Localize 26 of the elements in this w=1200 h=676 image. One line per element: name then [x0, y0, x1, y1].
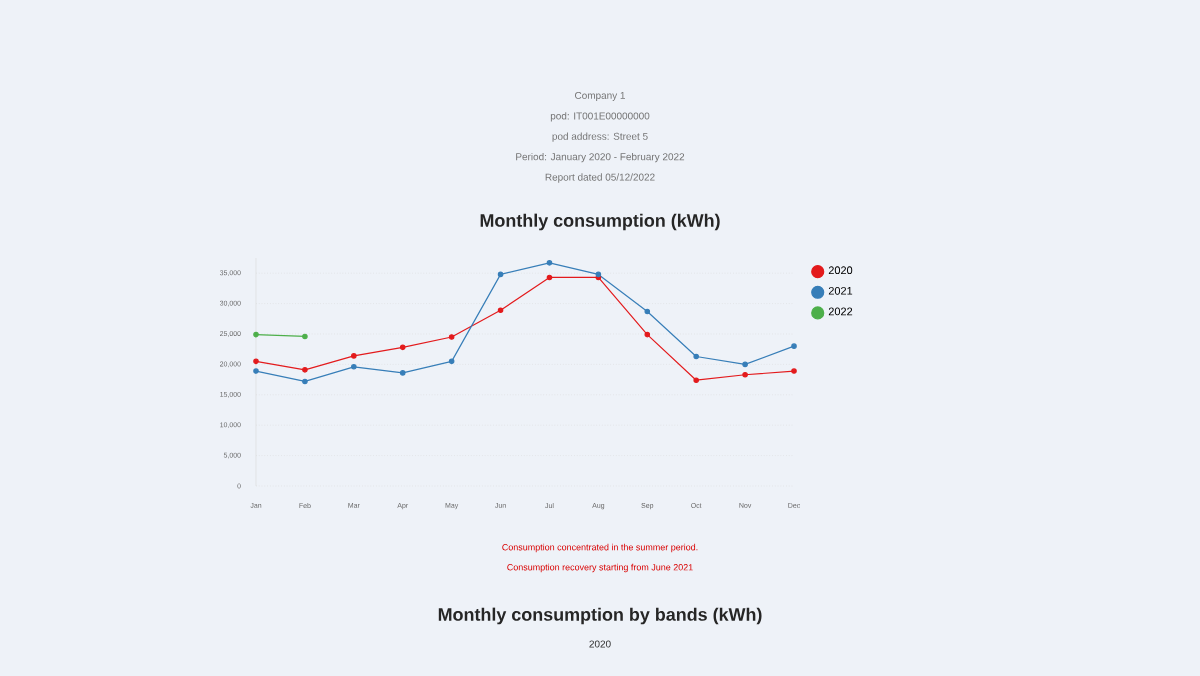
- point: [253, 331, 259, 338]
- point: [302, 378, 308, 385]
- point: [644, 331, 651, 338]
- point: [546, 274, 553, 281]
- point: [644, 308, 651, 315]
- point: [546, 260, 553, 266]
- point: [351, 364, 357, 370]
- point: [253, 368, 259, 374]
- point: [399, 344, 406, 351]
- point: [693, 353, 699, 360]
- chart-title: Monthly consumption (kWh): [480, 213, 720, 231]
- point: [302, 367, 308, 373]
- point: [399, 370, 406, 376]
- point: [351, 353, 357, 359]
- point: [497, 307, 504, 314]
- text: Monthly consumption by bands (kWh): [438, 607, 762, 625]
- point: [791, 368, 797, 374]
- point: [497, 271, 504, 278]
- point: [693, 377, 699, 383]
- point: [302, 333, 308, 340]
- point: [448, 334, 455, 340]
- point: [742, 371, 748, 378]
- point: [253, 358, 259, 365]
- point: [742, 361, 748, 368]
- point: [448, 358, 455, 365]
- point: [791, 343, 797, 349]
